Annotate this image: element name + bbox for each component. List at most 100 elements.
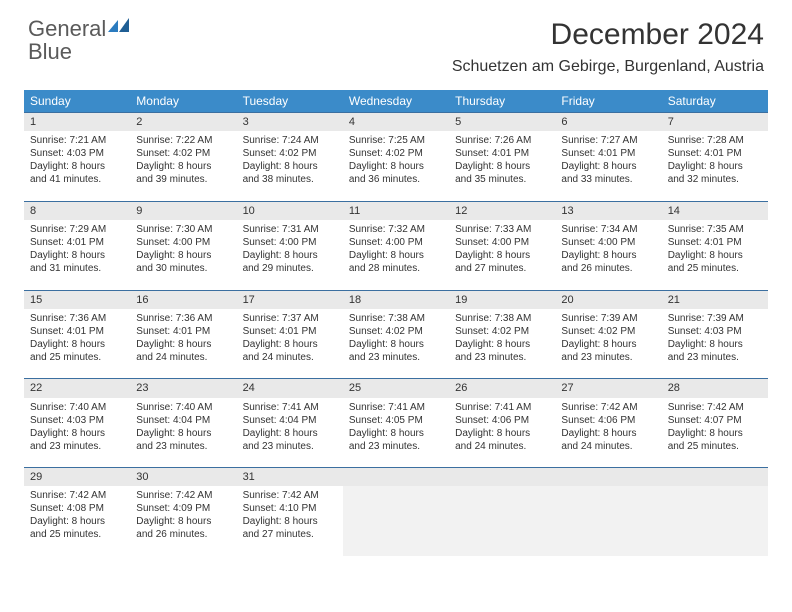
daylight-text-2: and 23 minutes. (136, 440, 230, 453)
daylight-text-2: and 24 minutes. (455, 440, 549, 453)
day-content-cell: Sunrise: 7:22 AMSunset: 4:02 PMDaylight:… (130, 131, 236, 201)
day-content-cell: Sunrise: 7:34 AMSunset: 4:00 PMDaylight:… (555, 220, 661, 290)
day-number-cell: 14 (662, 201, 768, 220)
sunrise-text: Sunrise: 7:37 AM (243, 312, 337, 325)
day-content-cell: Sunrise: 7:35 AMSunset: 4:01 PMDaylight:… (662, 220, 768, 290)
sunset-text: Sunset: 4:03 PM (30, 147, 124, 160)
day-content-cell: Sunrise: 7:28 AMSunset: 4:01 PMDaylight:… (662, 131, 768, 201)
sunset-text: Sunset: 4:04 PM (136, 414, 230, 427)
day-number-cell: 7 (662, 113, 768, 132)
day-number-cell: 31 (237, 468, 343, 487)
daylight-text-2: and 29 minutes. (243, 262, 337, 275)
sunrise-text: Sunrise: 7:24 AM (243, 134, 337, 147)
sunset-text: Sunset: 4:01 PM (561, 147, 655, 160)
daylight-text-2: and 39 minutes. (136, 173, 230, 186)
daylight-text-2: and 32 minutes. (668, 173, 762, 186)
day-header: Sunday (24, 90, 130, 113)
daylight-text-1: Daylight: 8 hours (349, 427, 443, 440)
day-number-row: 15161718192021 (24, 290, 768, 309)
daylight-text-2: and 26 minutes. (561, 262, 655, 275)
sunrise-text: Sunrise: 7:34 AM (561, 223, 655, 236)
sunrise-text: Sunrise: 7:38 AM (455, 312, 549, 325)
daylight-text-1: Daylight: 8 hours (349, 160, 443, 173)
sunrise-text: Sunrise: 7:33 AM (455, 223, 549, 236)
daylight-text-1: Daylight: 8 hours (30, 515, 124, 528)
sunset-text: Sunset: 4:01 PM (30, 236, 124, 249)
day-content-cell: Sunrise: 7:29 AMSunset: 4:01 PMDaylight:… (24, 220, 130, 290)
daylight-text-1: Daylight: 8 hours (668, 338, 762, 351)
sunset-text: Sunset: 4:02 PM (349, 147, 443, 160)
day-content-cell (343, 486, 449, 556)
daylight-text-1: Daylight: 8 hours (243, 515, 337, 528)
daylight-text-1: Daylight: 8 hours (30, 249, 124, 262)
day-number-cell (662, 468, 768, 487)
day-number-cell: 1 (24, 113, 130, 132)
sunrise-text: Sunrise: 7:42 AM (243, 489, 337, 502)
sunrise-text: Sunrise: 7:28 AM (668, 134, 762, 147)
sunset-text: Sunset: 4:03 PM (30, 414, 124, 427)
day-number-row: 293031 (24, 468, 768, 487)
sunrise-text: Sunrise: 7:31 AM (243, 223, 337, 236)
daylight-text-2: and 25 minutes. (30, 351, 124, 364)
brand-word2: Blue (28, 39, 72, 64)
day-number-cell: 15 (24, 290, 130, 309)
day-number-cell: 19 (449, 290, 555, 309)
daylight-text-1: Daylight: 8 hours (561, 249, 655, 262)
day-number-cell: 29 (24, 468, 130, 487)
page-header: General Blue December 2024 Schuetzen am … (0, 0, 792, 82)
daylight-text-2: and 23 minutes. (243, 440, 337, 453)
sunrise-text: Sunrise: 7:40 AM (30, 401, 124, 414)
day-number-cell: 24 (237, 379, 343, 398)
day-number-cell: 28 (662, 379, 768, 398)
day-number-row: 1234567 (24, 113, 768, 132)
sunset-text: Sunset: 4:01 PM (668, 147, 762, 160)
day-header: Wednesday (343, 90, 449, 113)
daylight-text-2: and 24 minutes. (243, 351, 337, 364)
daylight-text-2: and 23 minutes. (455, 351, 549, 364)
logo-text-block: General Blue (28, 18, 130, 64)
day-number-cell: 6 (555, 113, 661, 132)
day-header: Saturday (662, 90, 768, 113)
sunset-text: Sunset: 4:05 PM (349, 414, 443, 427)
daylight-text-2: and 24 minutes. (561, 440, 655, 453)
title-block: December 2024 Schuetzen am Gebirge, Burg… (452, 18, 764, 76)
sunrise-text: Sunrise: 7:39 AM (668, 312, 762, 325)
sunrise-text: Sunrise: 7:35 AM (668, 223, 762, 236)
sunset-text: Sunset: 4:00 PM (243, 236, 337, 249)
sunset-text: Sunset: 4:06 PM (455, 414, 549, 427)
day-content-cell: Sunrise: 7:42 AMSunset: 4:07 PMDaylight:… (662, 398, 768, 468)
day-content-cell: Sunrise: 7:39 AMSunset: 4:03 PMDaylight:… (662, 309, 768, 379)
daylight-text-1: Daylight: 8 hours (136, 338, 230, 351)
daylight-text-2: and 27 minutes. (243, 528, 337, 541)
day-content-cell: Sunrise: 7:42 AMSunset: 4:10 PMDaylight:… (237, 486, 343, 556)
sunset-text: Sunset: 4:02 PM (349, 325, 443, 338)
day-content-cell: Sunrise: 7:24 AMSunset: 4:02 PMDaylight:… (237, 131, 343, 201)
day-number-row: 22232425262728 (24, 379, 768, 398)
day-number-cell: 4 (343, 113, 449, 132)
sunset-text: Sunset: 4:01 PM (30, 325, 124, 338)
sunrise-text: Sunrise: 7:41 AM (349, 401, 443, 414)
day-content-cell: Sunrise: 7:40 AMSunset: 4:03 PMDaylight:… (24, 398, 130, 468)
daylight-text-1: Daylight: 8 hours (136, 160, 230, 173)
sunset-text: Sunset: 4:02 PM (561, 325, 655, 338)
day-header: Tuesday (237, 90, 343, 113)
daylight-text-1: Daylight: 8 hours (30, 427, 124, 440)
location-text: Schuetzen am Gebirge, Burgenland, Austri… (452, 58, 764, 76)
brand-word1: General (28, 16, 106, 41)
day-number-cell: 3 (237, 113, 343, 132)
sunset-text: Sunset: 4:01 PM (136, 325, 230, 338)
sunrise-text: Sunrise: 7:42 AM (136, 489, 230, 502)
daylight-text-2: and 25 minutes. (668, 262, 762, 275)
sunrise-text: Sunrise: 7:30 AM (136, 223, 230, 236)
daylight-text-1: Daylight: 8 hours (561, 427, 655, 440)
sunrise-text: Sunrise: 7:41 AM (243, 401, 337, 414)
sunrise-text: Sunrise: 7:42 AM (30, 489, 124, 502)
daylight-text-1: Daylight: 8 hours (349, 249, 443, 262)
sunrise-text: Sunrise: 7:27 AM (561, 134, 655, 147)
daylight-text-2: and 30 minutes. (136, 262, 230, 275)
daylight-text-2: and 28 minutes. (349, 262, 443, 275)
day-header: Friday (555, 90, 661, 113)
daylight-text-1: Daylight: 8 hours (455, 338, 549, 351)
day-content-cell: Sunrise: 7:26 AMSunset: 4:01 PMDaylight:… (449, 131, 555, 201)
daylight-text-2: and 26 minutes. (136, 528, 230, 541)
